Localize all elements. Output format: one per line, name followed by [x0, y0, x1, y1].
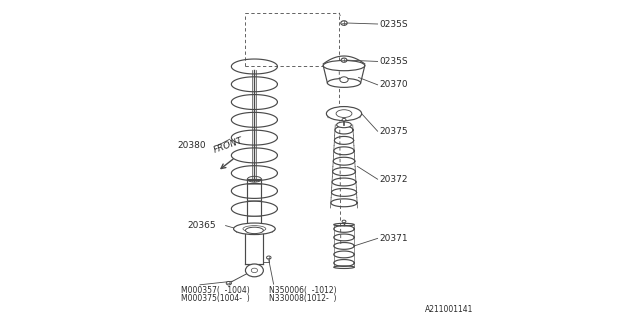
Text: 20365: 20365	[188, 221, 216, 230]
Text: FRONT: FRONT	[213, 136, 244, 155]
Ellipse shape	[328, 78, 361, 87]
Text: 0235S: 0235S	[380, 20, 408, 28]
Ellipse shape	[323, 60, 365, 71]
Ellipse shape	[245, 264, 264, 277]
Ellipse shape	[245, 227, 264, 234]
Text: A211001141: A211001141	[425, 305, 474, 314]
Text: 20372: 20372	[380, 175, 408, 184]
Text: M000357(  -1004): M000357( -1004)	[181, 286, 250, 295]
Text: M000375(1004-  ): M000375(1004- )	[181, 294, 250, 303]
Text: 20375: 20375	[380, 127, 408, 136]
Ellipse shape	[337, 122, 351, 128]
Ellipse shape	[341, 58, 347, 62]
Ellipse shape	[234, 223, 275, 235]
Ellipse shape	[341, 21, 347, 25]
Ellipse shape	[340, 77, 348, 83]
Text: 20371: 20371	[380, 234, 408, 243]
Ellipse shape	[227, 282, 232, 285]
Text: N330008(1012-  ): N330008(1012- )	[269, 294, 336, 303]
Ellipse shape	[342, 118, 346, 121]
Ellipse shape	[326, 107, 362, 121]
Text: 20380: 20380	[178, 141, 206, 150]
Text: 20370: 20370	[380, 80, 408, 89]
Text: N350006(  -1012): N350006( -1012)	[269, 286, 337, 295]
Text: 0235S: 0235S	[380, 57, 408, 66]
Ellipse shape	[342, 220, 346, 223]
Ellipse shape	[267, 256, 271, 259]
